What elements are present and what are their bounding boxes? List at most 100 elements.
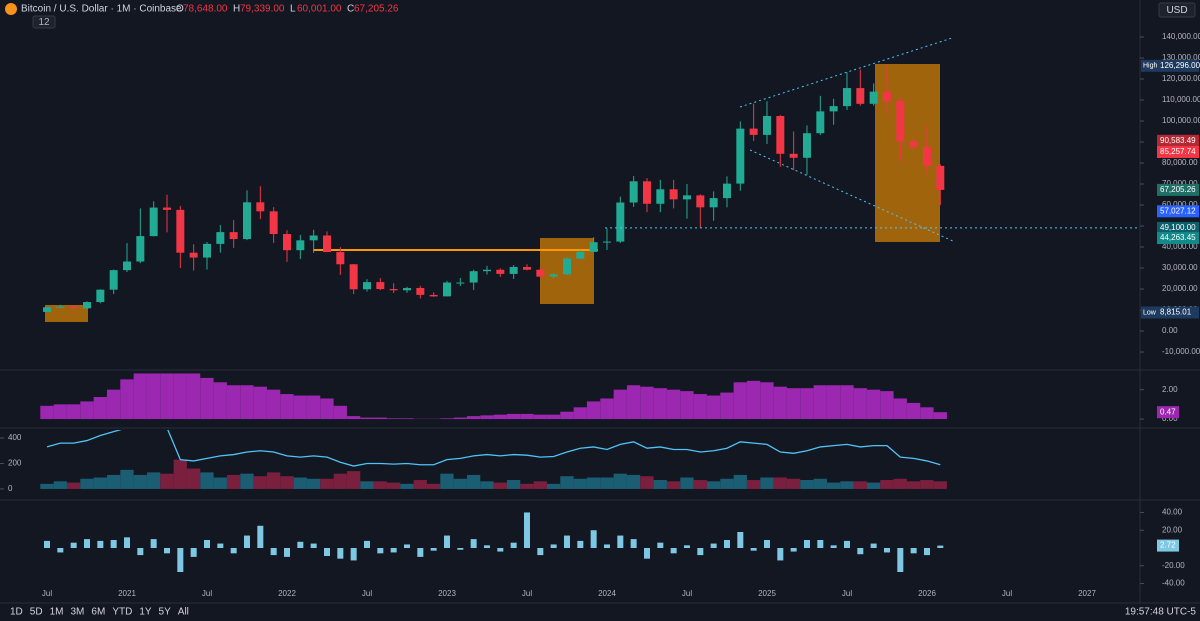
range-button[interactable]: 6M <box>91 607 105 618</box>
price-badge-label: 67,205.26 <box>1160 185 1196 194</box>
candle-body <box>109 270 118 290</box>
bar <box>720 392 734 420</box>
bar <box>377 548 384 554</box>
bar <box>897 548 904 572</box>
bar <box>44 540 50 548</box>
range-button[interactable]: 5D <box>30 607 43 618</box>
bar <box>813 385 827 420</box>
bar <box>563 535 570 548</box>
bar <box>533 414 547 420</box>
bar <box>657 542 664 548</box>
last-value-badge <box>1157 539 1179 552</box>
volume-bar <box>226 474 241 489</box>
range-button[interactable]: 5Y <box>159 607 172 618</box>
price-badge <box>1157 306 1199 319</box>
bar <box>777 548 784 561</box>
candle-body <box>82 302 91 309</box>
candle-body <box>869 91 878 104</box>
indicator-toggle[interactable] <box>32 15 56 29</box>
volume-bar <box>186 468 201 489</box>
volume-bar <box>480 481 494 489</box>
volume-bar <box>680 477 694 489</box>
volume-bar <box>866 482 881 489</box>
bar <box>790 548 797 552</box>
ohlc-key: O <box>176 4 184 15</box>
volume-bar <box>53 481 67 489</box>
candle-body <box>122 261 131 271</box>
candle-body <box>709 198 718 208</box>
volume-bar <box>746 480 761 489</box>
bar <box>203 540 210 548</box>
bar <box>923 548 930 556</box>
bar <box>390 548 397 553</box>
range-button[interactable]: 3M <box>71 607 85 618</box>
candle-body <box>176 209 185 253</box>
candle-body <box>922 147 931 166</box>
bar <box>297 541 304 548</box>
currency[interactable]: USD <box>1166 5 1187 16</box>
candle-body <box>829 106 838 112</box>
candle-body <box>656 189 665 204</box>
candle-body <box>256 202 265 212</box>
candle-body <box>762 115 771 135</box>
x-tick-label: 2026 <box>918 589 936 598</box>
range-button[interactable]: 1M <box>50 607 64 618</box>
candle-body <box>282 234 291 251</box>
bar <box>257 525 264 548</box>
y-tick-label: 0.00 <box>1162 326 1178 335</box>
volume-bar <box>293 477 307 489</box>
volume-bar <box>560 476 574 489</box>
range-box <box>45 305 88 322</box>
candle-body <box>642 181 651 204</box>
candle-body <box>482 269 491 272</box>
bar <box>270 548 277 556</box>
bar <box>350 548 357 561</box>
bar <box>230 548 237 554</box>
bar <box>910 548 917 554</box>
volume-bar <box>80 478 94 489</box>
bar <box>560 411 574 420</box>
candle-body <box>549 274 558 277</box>
x-tick-label: Jul <box>522 589 532 598</box>
range-button[interactable]: All <box>178 607 189 618</box>
bar <box>670 548 677 554</box>
ohlc-key: L <box>290 4 296 15</box>
volume-bar <box>440 473 454 489</box>
bar <box>400 418 414 420</box>
candle-body <box>936 165 945 190</box>
y-tick-label: 60,000.00 <box>1162 200 1198 209</box>
candle-body <box>536 269 545 277</box>
candle-body <box>602 241 611 243</box>
bar <box>933 412 947 420</box>
volume-bar <box>653 480 667 489</box>
range-button[interactable]: 1D <box>10 607 23 618</box>
currency-button[interactable] <box>1158 2 1196 18</box>
candle-body <box>496 269 505 274</box>
bar <box>577 540 584 548</box>
bar <box>333 405 347 420</box>
volume-bar <box>520 483 534 489</box>
volume-bar <box>933 481 947 489</box>
bar <box>737 532 744 548</box>
volume-bar <box>573 478 587 489</box>
price-badge <box>1157 134 1199 147</box>
range-button[interactable]: YTD <box>112 607 132 618</box>
volume-bar <box>800 480 814 489</box>
bar <box>840 385 854 420</box>
bar <box>240 385 254 420</box>
volume-bar <box>906 481 921 489</box>
bar <box>177 548 184 572</box>
candle-body <box>682 195 691 200</box>
candle-body <box>322 235 331 253</box>
volume-bar <box>40 483 54 489</box>
bar <box>106 389 121 420</box>
indicator-count[interactable]: 12 <box>38 17 50 28</box>
y-tick-label: 80,000.00 <box>1162 158 1198 167</box>
volume-bar <box>493 482 507 489</box>
volume-bar <box>760 477 774 489</box>
volume-bar <box>373 481 387 489</box>
bar <box>266 389 281 420</box>
bar <box>253 386 267 420</box>
bar <box>586 401 601 420</box>
range-button[interactable]: 1Y <box>139 607 152 618</box>
